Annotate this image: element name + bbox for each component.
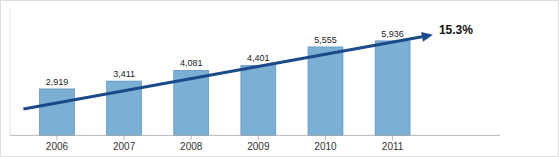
x-tick [392, 135, 393, 140]
data-label: 3,411 [113, 69, 135, 79]
x-tick-label: 2009 [247, 141, 270, 152]
bar [40, 89, 75, 135]
x-tick-label: 2011 [382, 141, 404, 152]
figure-frame [1, 1, 559, 157]
chart: 2006 2007 2008 2009 2010 2011 2,919 3,411 4,081 4… [0, 0, 559, 157]
bar [375, 41, 410, 136]
data-label: 5,555 [314, 35, 337, 45]
data-label: 5,936 [381, 29, 404, 39]
x-tick [56, 135, 57, 140]
baseline [10, 135, 500, 136]
bar [308, 47, 343, 135]
x-tick-label: 2006 [46, 141, 69, 152]
data-label: 4,081 [180, 58, 203, 68]
x-tick [325, 135, 326, 140]
data-label: 4,401 [247, 53, 270, 63]
trend-arrow [23, 37, 422, 109]
x-tick [124, 135, 125, 140]
x-tick-label: 2007 [113, 141, 136, 152]
growth-annotation: 15.3% [439, 23, 473, 37]
x-tick-label: 2008 [180, 141, 203, 152]
y-axis-line [10, 8, 11, 137]
bar [241, 65, 276, 135]
x-tick [191, 135, 192, 140]
data-label: 2,919 [46, 77, 69, 87]
plot-area [40, 41, 411, 136]
x-tick [258, 135, 259, 140]
x-tick-label: 2010 [314, 141, 337, 152]
trend-arrowhead [421, 32, 433, 42]
